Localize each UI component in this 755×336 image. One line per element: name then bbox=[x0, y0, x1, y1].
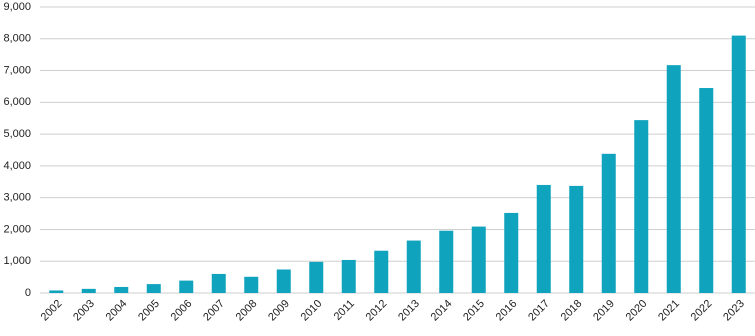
bar bbox=[601, 153, 616, 293]
bar bbox=[536, 184, 551, 293]
bar bbox=[276, 269, 291, 293]
y-tick-label: 1,000 bbox=[3, 255, 31, 267]
x-tick-label: 2017 bbox=[526, 298, 552, 324]
bar bbox=[439, 230, 454, 293]
x-tick-label: 2006 bbox=[169, 298, 195, 324]
x-tick-label: 2022 bbox=[689, 298, 715, 324]
x-tick-label: 2020 bbox=[624, 298, 650, 324]
x-tick-label: 2009 bbox=[266, 298, 292, 324]
bar bbox=[244, 276, 259, 293]
x-tick-label: 2010 bbox=[299, 298, 325, 324]
x-tick-label: 2016 bbox=[494, 298, 520, 324]
x-tick-label: 2007 bbox=[201, 298, 227, 324]
y-tick-label: 8,000 bbox=[3, 33, 31, 45]
x-tick-label: 2023 bbox=[721, 298, 747, 324]
x-tick-label: 2005 bbox=[136, 298, 162, 324]
x-tick-label: 2002 bbox=[39, 298, 65, 324]
y-tick-label: 3,000 bbox=[3, 192, 31, 204]
y-tick-label: 6,000 bbox=[3, 96, 31, 108]
x-tick-label: 2011 bbox=[332, 298, 357, 323]
bar bbox=[699, 88, 714, 294]
bar bbox=[634, 120, 649, 293]
x-tick-label: 2004 bbox=[104, 298, 130, 324]
y-tick-label: 7,000 bbox=[3, 64, 31, 76]
bar bbox=[374, 250, 389, 293]
bar bbox=[569, 185, 584, 293]
bar bbox=[49, 290, 64, 293]
bar bbox=[114, 286, 129, 293]
y-tick-label: 9,000 bbox=[3, 1, 31, 13]
x-tick-label: 2015 bbox=[461, 298, 487, 324]
x-tick-label: 2018 bbox=[559, 298, 585, 324]
bar bbox=[471, 226, 486, 293]
y-tick-label: 2,000 bbox=[3, 223, 31, 235]
y-tick-label: 4,000 bbox=[3, 160, 31, 172]
bar bbox=[179, 280, 194, 293]
bar bbox=[666, 65, 681, 293]
x-tick-label: 2019 bbox=[591, 298, 617, 324]
bar bbox=[211, 273, 226, 293]
bar bbox=[341, 259, 356, 293]
bar bbox=[146, 284, 161, 293]
y-tick-label: 5,000 bbox=[3, 128, 31, 140]
x-tick-label: 2012 bbox=[364, 298, 390, 324]
bar bbox=[81, 288, 96, 293]
bar bbox=[406, 240, 421, 293]
x-tick-label: 2013 bbox=[396, 298, 422, 324]
x-tick-label: 2014 bbox=[429, 298, 455, 324]
x-tick-label: 2021 bbox=[656, 298, 682, 324]
bar bbox=[504, 212, 519, 293]
bar bbox=[309, 261, 324, 293]
x-tick-label: 2008 bbox=[234, 298, 260, 324]
bar bbox=[731, 35, 746, 293]
x-tick-label: 2003 bbox=[71, 298, 97, 324]
y-tick-label: 0 bbox=[25, 287, 31, 299]
